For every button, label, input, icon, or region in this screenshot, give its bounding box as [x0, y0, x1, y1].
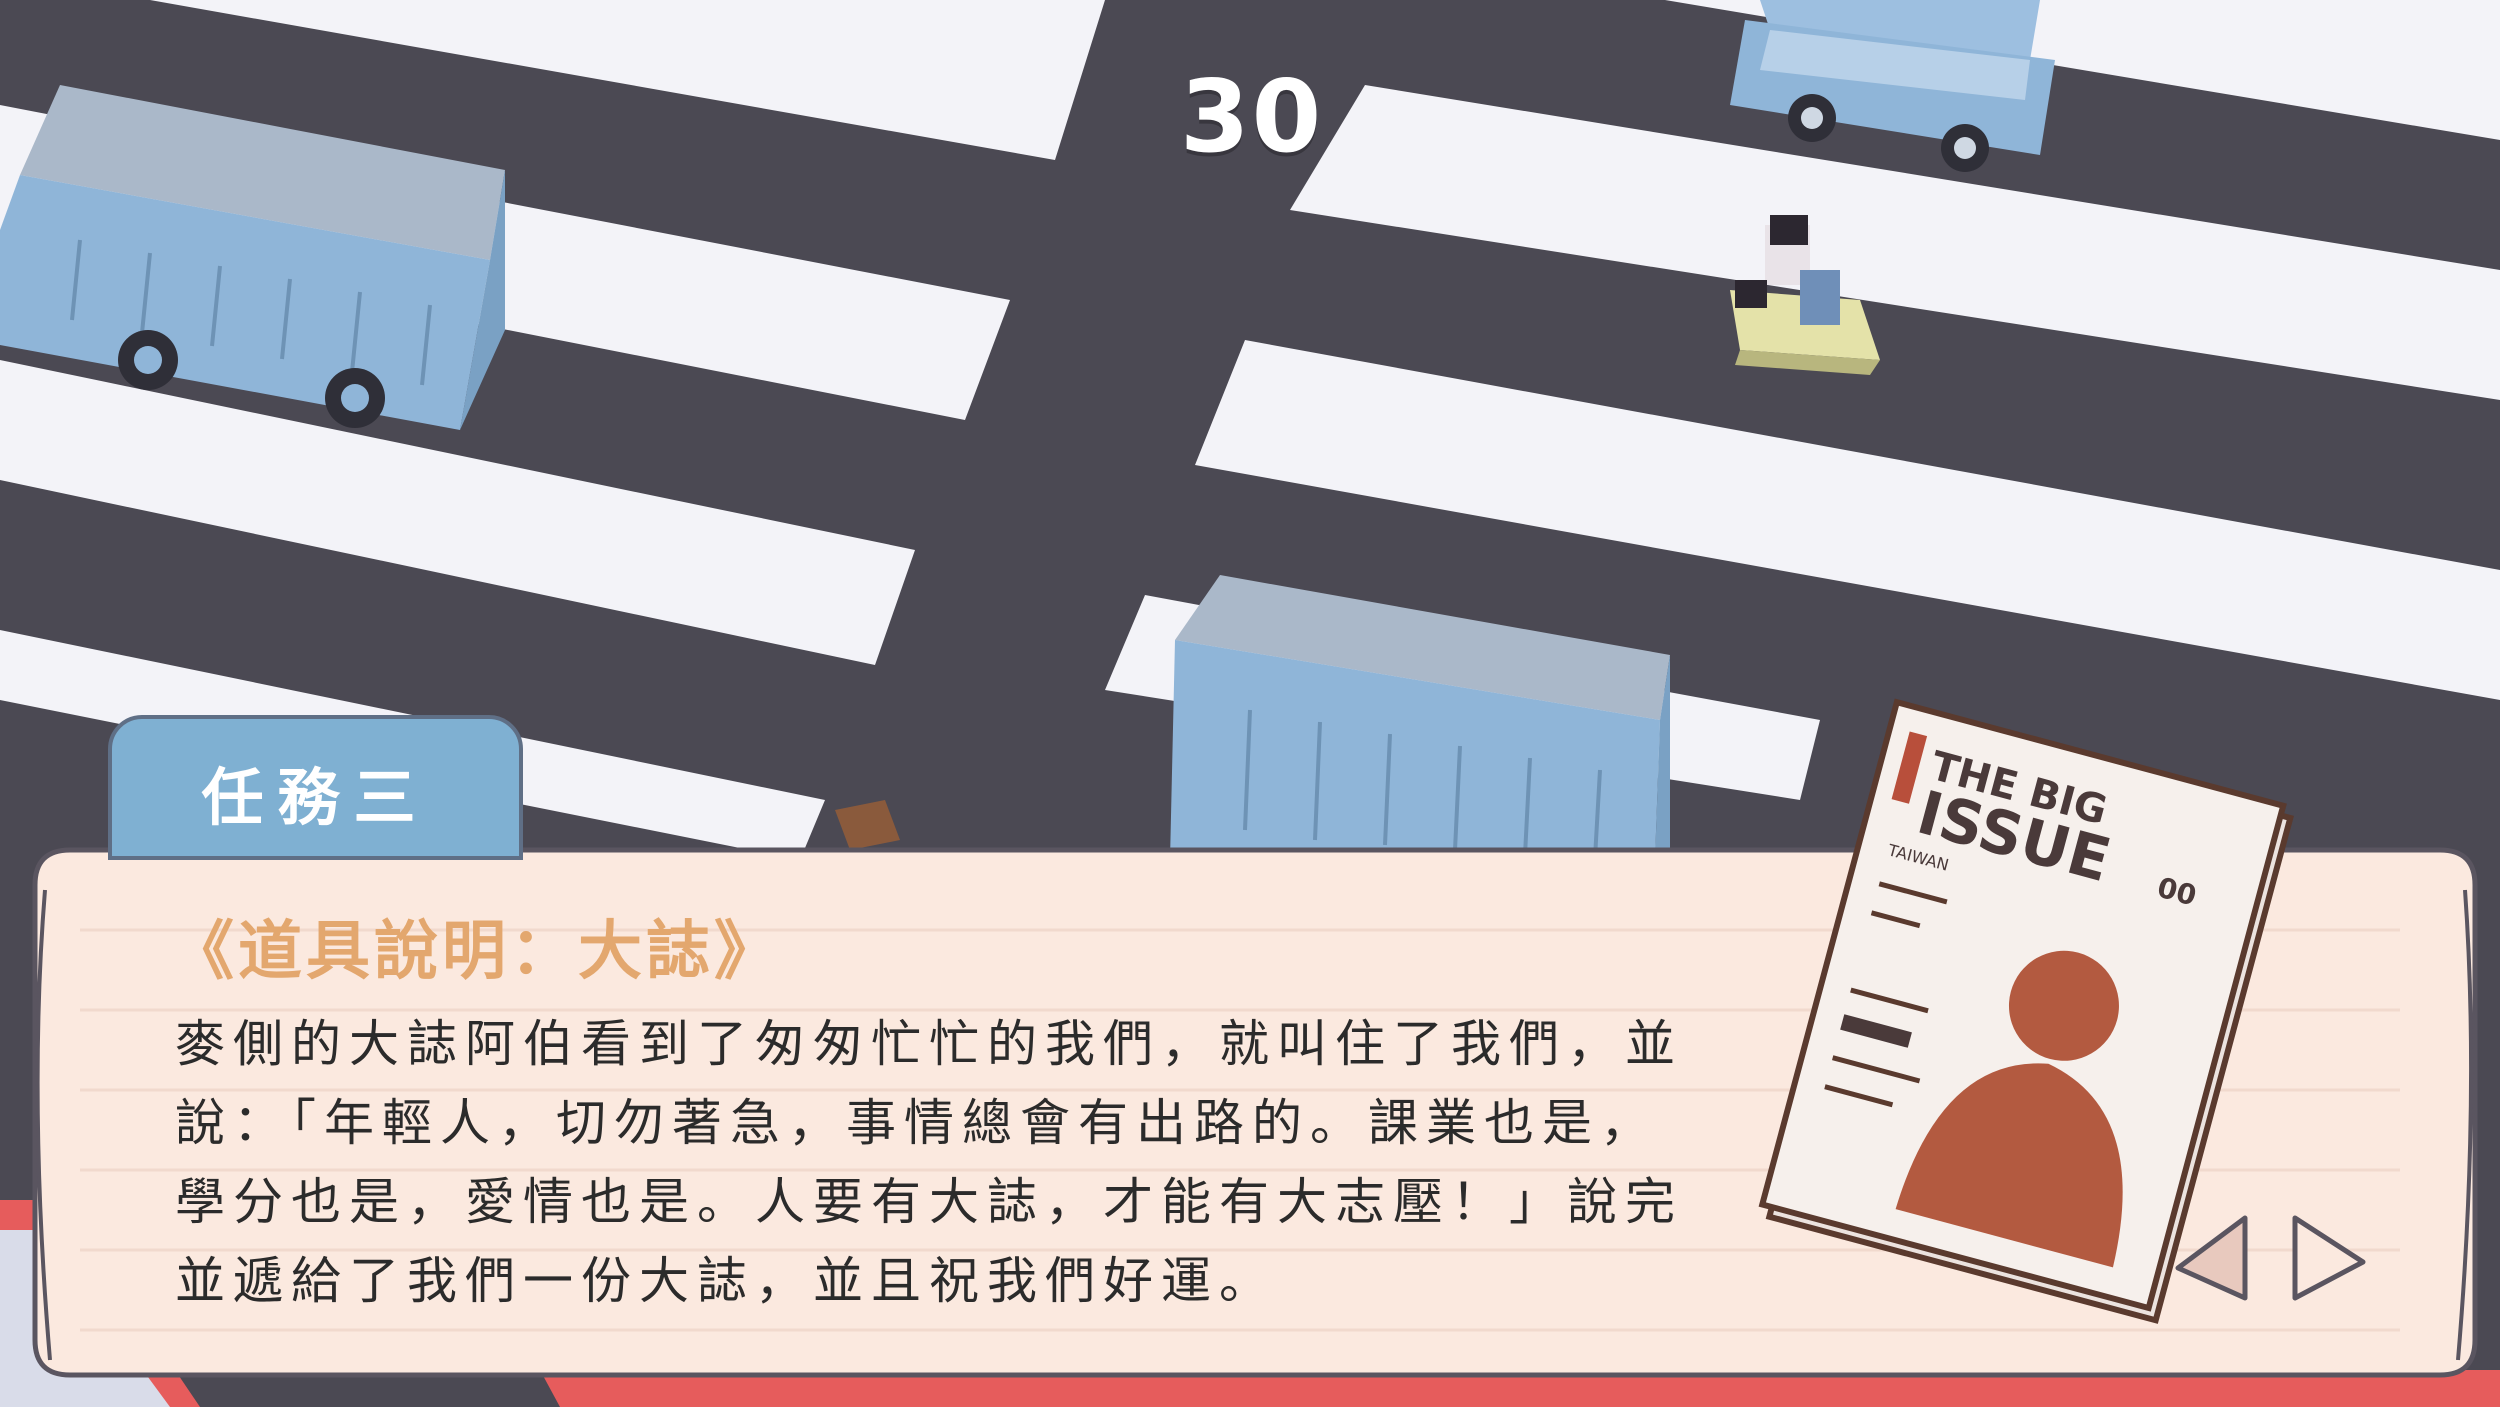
scooter-rider — [1730, 215, 1880, 375]
mission-tab-label: 任務三 — [201, 761, 430, 834]
prev-button[interactable] — [2170, 1210, 2255, 1305]
pedestrian — [835, 800, 900, 850]
magazine-illustration: THE BIG ISSUE 00 TAIWAN — [1758, 698, 2294, 1324]
triangle-left-icon — [2175, 1215, 2248, 1301]
dialog-line: 並遞給了我們一份大誌，並且祝我們好運。 — [175, 1252, 1277, 1310]
dialog-title: 《道具說明：大誌》 — [170, 915, 782, 989]
bus-center — [1170, 575, 1670, 860]
bus-left — [0, 85, 505, 430]
next-button[interactable] — [2285, 1210, 2370, 1305]
dialog-line: 說：「年輕人，切勿著急，事情總會有出路的。課業也是， — [175, 1094, 1658, 1152]
car-top-right — [1730, 0, 2055, 172]
dialog-body: 麥側的大誌阿伯看到了匆匆忙忙的我們，就叫住了我們，並 說：「年輕人，切勿著急，事… — [175, 1005, 1695, 1321]
mission-tab: 任務三 — [108, 715, 523, 860]
dialog-line: 麥側的大誌阿伯看到了匆匆忙忙的我們，就叫住了我們，並 — [175, 1015, 1683, 1073]
dialog-line: 學分也是，愛情也是。人要有大誌，才能有大志壓！」說完 — [175, 1173, 1683, 1231]
score-counter: 30 — [1180, 58, 1324, 175]
triangle-right-icon — [2292, 1215, 2366, 1301]
